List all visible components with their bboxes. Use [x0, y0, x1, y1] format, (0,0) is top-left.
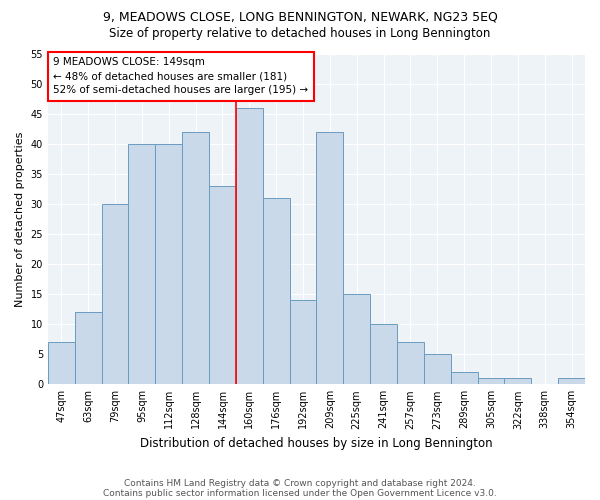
Bar [505, 378, 531, 384]
Bar [263, 198, 290, 384]
Bar [128, 144, 155, 384]
Bar [478, 378, 505, 384]
Bar [101, 204, 128, 384]
Bar [558, 378, 585, 384]
Bar [236, 108, 263, 384]
Bar [48, 342, 75, 384]
Bar [290, 300, 316, 384]
Bar [209, 186, 236, 384]
Text: 9, MEADOWS CLOSE, LONG BENNINGTON, NEWARK, NG23 5EQ: 9, MEADOWS CLOSE, LONG BENNINGTON, NEWAR… [103, 10, 497, 23]
Bar [316, 132, 343, 384]
Text: Contains HM Land Registry data © Crown copyright and database right 2024.: Contains HM Land Registry data © Crown c… [124, 478, 476, 488]
Bar [397, 342, 424, 384]
X-axis label: Distribution of detached houses by size in Long Bennington: Distribution of detached houses by size … [140, 437, 493, 450]
Text: Contains public sector information licensed under the Open Government Licence v3: Contains public sector information licen… [103, 488, 497, 498]
Bar [155, 144, 182, 384]
Bar [370, 324, 397, 384]
Bar [75, 312, 101, 384]
Bar [451, 372, 478, 384]
Text: 9 MEADOWS CLOSE: 149sqm
← 48% of detached houses are smaller (181)
52% of semi-d: 9 MEADOWS CLOSE: 149sqm ← 48% of detache… [53, 58, 308, 96]
Text: Size of property relative to detached houses in Long Bennington: Size of property relative to detached ho… [109, 28, 491, 40]
Bar [343, 294, 370, 384]
Y-axis label: Number of detached properties: Number of detached properties [15, 132, 25, 307]
Bar [424, 354, 451, 384]
Bar [182, 132, 209, 384]
